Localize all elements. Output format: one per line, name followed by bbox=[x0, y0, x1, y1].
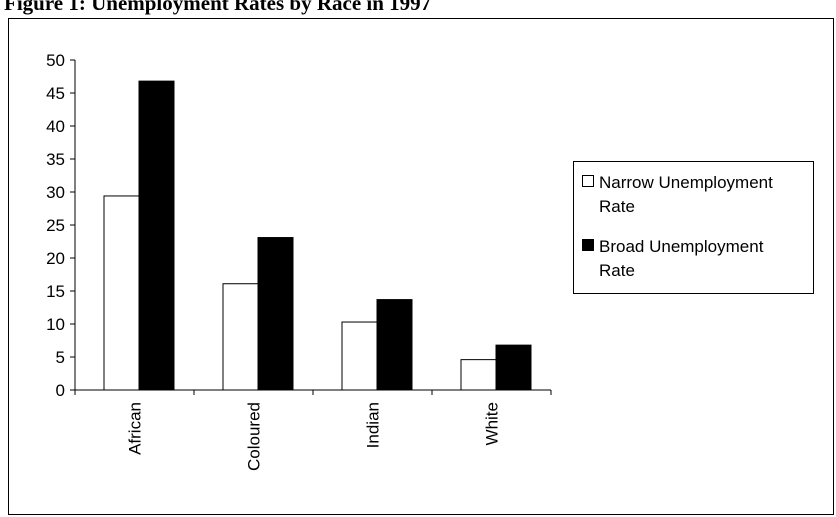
y-tick-label: 20 bbox=[46, 249, 65, 268]
bar-broad-coloured bbox=[257, 237, 294, 391]
bar-narrow-indian bbox=[341, 321, 378, 391]
legend-swatch-broad bbox=[582, 239, 594, 251]
y-tick-label: 35 bbox=[46, 150, 65, 169]
y-tick-label: 30 bbox=[46, 183, 65, 202]
bar-broad-indian bbox=[376, 299, 413, 391]
bar-broad-african bbox=[138, 80, 175, 391]
legend-item-broad: Broad Unemployment Rate bbox=[582, 235, 799, 283]
y-tick-label: 25 bbox=[46, 216, 65, 235]
bar-broad-white bbox=[495, 344, 532, 391]
x-tick-label: Indian bbox=[364, 402, 383, 448]
figure-title: Figure 1: Unemployment Rates by Race in … bbox=[4, 0, 432, 15]
x-tick-label: White bbox=[483, 402, 502, 445]
x-tick-label: Coloured bbox=[245, 402, 264, 471]
bar-narrow-coloured bbox=[222, 283, 259, 391]
chart-legend: Narrow Unemployment Rate Broad Unemploym… bbox=[573, 161, 814, 294]
y-tick-label: 45 bbox=[46, 84, 65, 103]
legend-item-narrow: Narrow Unemployment Rate bbox=[582, 171, 799, 219]
legend-label-narrow: Narrow Unemployment Rate bbox=[599, 173, 773, 216]
chart-frame bbox=[8, 18, 834, 515]
y-tick-label: 15 bbox=[46, 282, 65, 301]
x-tick-label: African bbox=[126, 402, 145, 455]
legend-swatch-narrow bbox=[582, 175, 594, 187]
bar-narrow-white bbox=[460, 359, 497, 391]
y-tick-label: 40 bbox=[46, 117, 65, 136]
y-tick-label: 0 bbox=[56, 381, 65, 400]
y-tick-label: 5 bbox=[56, 348, 65, 367]
y-tick-label: 50 bbox=[46, 51, 65, 70]
bar-narrow-african bbox=[103, 195, 140, 391]
legend-label-broad: Broad Unemployment Rate bbox=[599, 237, 764, 280]
y-tick-label: 10 bbox=[46, 315, 65, 334]
